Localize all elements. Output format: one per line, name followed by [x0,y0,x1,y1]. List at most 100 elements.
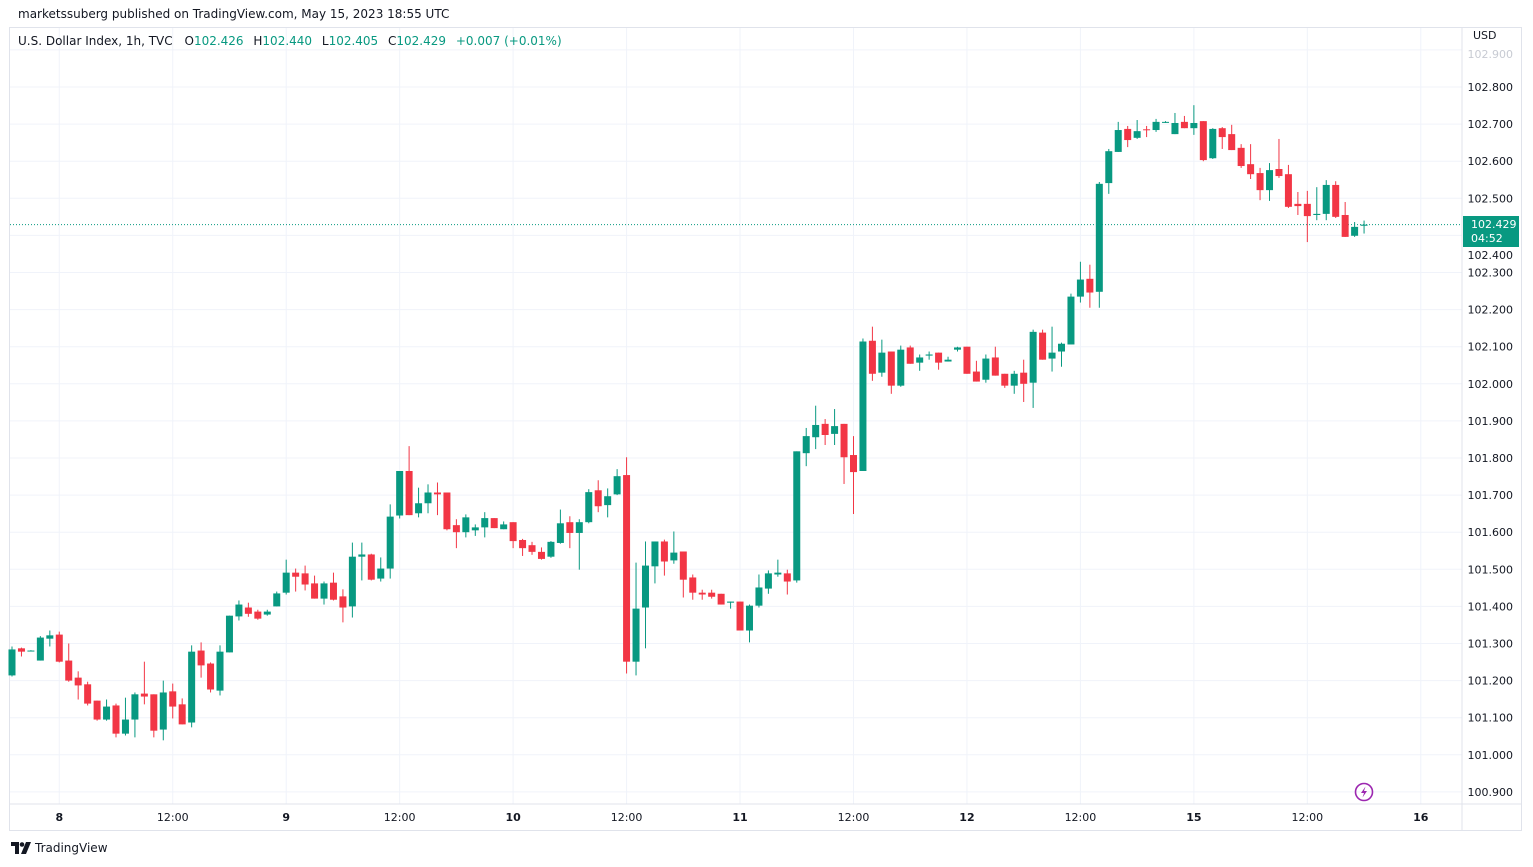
candle-up [670,531,678,564]
candle-down [65,643,73,682]
candle-up [745,604,753,643]
last-price-badge: 102.429 04:52 [1463,216,1519,247]
tradingview-brand[interactable]: TradingView [11,841,108,855]
candle-down [112,703,120,738]
candle-body [329,582,337,600]
lightning-bolt-icon[interactable] [1354,782,1374,802]
candle-down [1294,191,1302,215]
candle-up [8,646,16,677]
candle-body [292,572,300,577]
candle-down [1180,115,1188,129]
candle-up [377,557,385,582]
candle-down [849,436,857,515]
candle-body [802,436,810,454]
candle-body [1237,147,1245,167]
candle-body [443,492,451,530]
candle-body [916,357,924,363]
price-tick-label: 102.500 [1468,192,1514,205]
candle-body [641,565,649,608]
candle-up [1048,326,1056,372]
candle-down [1143,125,1151,138]
candle-body [74,677,82,686]
candle-up [320,581,328,605]
price-tick-label: 102.800 [1468,81,1514,94]
candle-body [575,522,583,533]
candle-body [849,455,857,473]
candle-body [1284,174,1292,207]
candle-up [897,345,905,387]
candle-down [1284,164,1292,208]
candle-down [197,642,205,678]
time-tick-label: 12:00 [611,811,643,824]
candle-down [452,519,460,549]
price-tick-label: 101.400 [1468,600,1514,613]
candle-down [906,345,914,364]
time-tick-label: 12:00 [1291,811,1323,824]
candle-body [263,611,271,615]
candle-body [1332,184,1340,217]
candle-down [405,446,413,516]
candle-body [925,354,933,356]
candle-up [1058,342,1066,367]
candle-up [273,591,281,607]
candle-up [424,484,432,514]
candle-body [273,593,281,607]
candle-down [150,694,158,738]
candle-down [1086,264,1094,308]
price-tick-label: 102.200 [1468,304,1514,317]
candle-body [1322,184,1330,214]
price-tick-label: 101.800 [1468,452,1514,465]
candle-body [831,426,839,434]
candle-body [689,577,697,593]
candle-down [292,568,300,592]
candle-body [1020,372,1028,384]
candle-body [433,492,441,495]
candle-body [783,573,791,582]
candle-down [207,662,215,693]
open-value: 102.426 [193,34,244,48]
candle-body [812,424,820,438]
candle-up [613,469,621,496]
candle-body [509,522,517,542]
candle-body [1266,170,1274,191]
candle-body [1095,183,1103,292]
candle-up [812,405,820,450]
candle-body [131,694,139,720]
candle-up [632,562,640,676]
candle-body [244,607,252,614]
candle-down [1341,202,1349,237]
candle-down [887,351,895,394]
candle-up [556,509,564,544]
candle-up [641,541,649,649]
candle-up [1190,105,1198,135]
candle-up [1171,112,1179,135]
candle-down [433,482,441,516]
candle-down [244,602,252,617]
candle-down [1332,181,1340,218]
time-tick-label: 12:00 [838,811,870,824]
currency-label[interactable]: USD [1473,29,1497,42]
candle-down [93,700,101,721]
candle-body [1029,331,1037,383]
symbol-title[interactable]: U.S. Dollar Index, 1h, TVC [18,34,173,48]
price-tick-label: 101.900 [1468,415,1514,428]
close-value: 102.429 [396,34,447,48]
candle-body [84,684,92,704]
candle-body [1341,214,1349,237]
candle-body [1199,121,1207,161]
candle-body [1076,279,1084,297]
candle-down [623,457,631,674]
candle-body [594,490,602,507]
candle-up [651,541,659,584]
candle-body [991,357,999,376]
time-tick-label: 11 [732,811,747,824]
candle-body [547,541,555,557]
candle-body [670,552,678,561]
candle-down [1124,125,1132,148]
candle-body [169,691,177,707]
candle-up [878,339,886,377]
candle-body [1162,121,1170,123]
candle-body [528,545,536,552]
price-tick-label: 101.200 [1468,675,1514,688]
